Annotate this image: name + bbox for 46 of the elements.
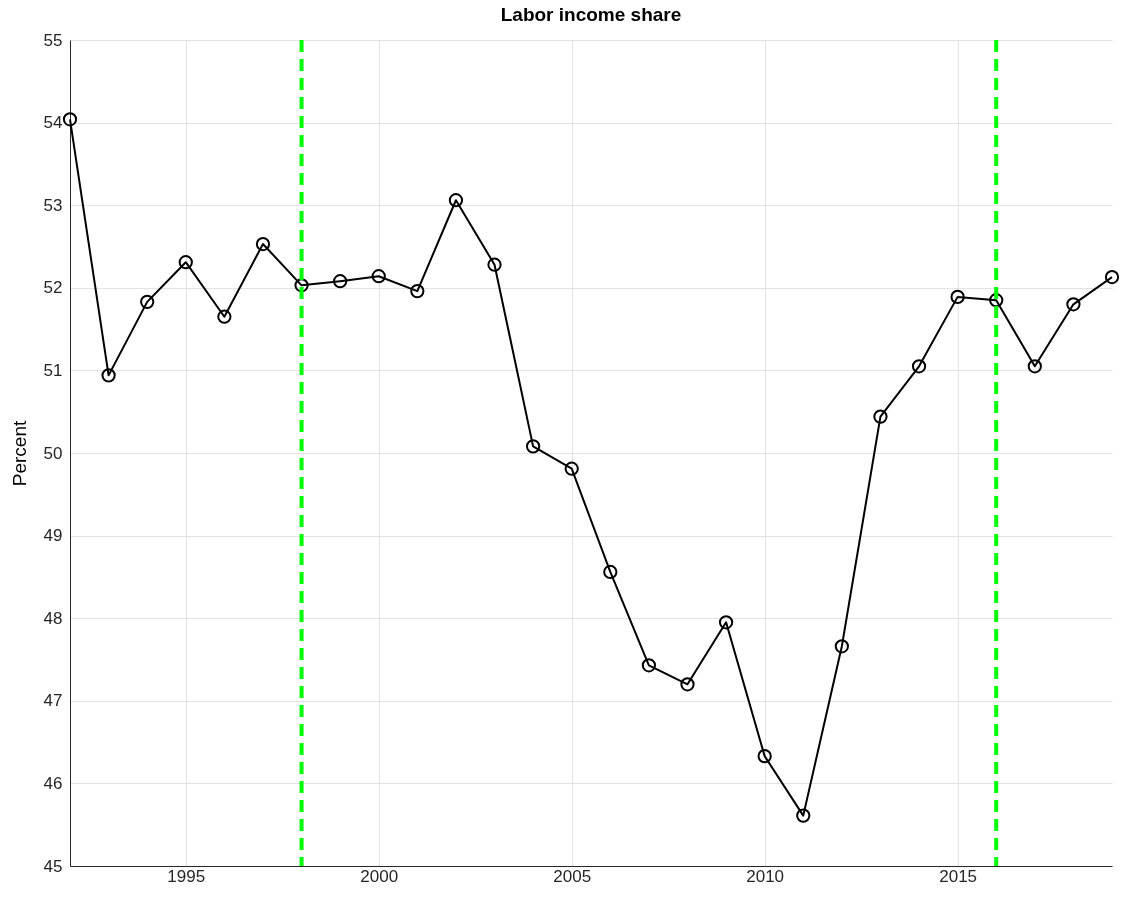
point <box>294 278 309 293</box>
point <box>718 615 734 630</box>
point <box>873 409 888 424</box>
point <box>641 658 657 673</box>
x-tick-label: 2015 <box>939 866 978 886</box>
point <box>62 112 78 127</box>
point <box>834 639 849 654</box>
y-tick-label: 45 <box>43 856 63 876</box>
point <box>1104 269 1120 285</box>
point <box>448 193 464 208</box>
point <box>603 564 618 580</box>
y-tick-label: 46 <box>43 773 63 793</box>
y-tick-label: 50 <box>43 443 63 463</box>
y-tick-label: 48 <box>43 608 63 628</box>
x-tick-label: 2005 <box>553 866 592 886</box>
point <box>487 257 502 272</box>
point <box>680 677 695 692</box>
point <box>757 749 772 764</box>
y-tick-label: 55 <box>43 30 63 50</box>
point <box>989 293 1004 308</box>
point <box>333 274 348 289</box>
y-tick-label: 53 <box>43 195 63 215</box>
chart-title: Labor income share <box>500 4 682 25</box>
point <box>911 359 927 374</box>
point <box>101 368 116 383</box>
point <box>525 439 541 454</box>
point <box>950 289 965 304</box>
y-axis-title: Percent <box>8 420 30 487</box>
y-tick-label: 52 <box>43 278 63 298</box>
x-tick-label: 2010 <box>746 866 785 886</box>
point <box>564 461 579 476</box>
point <box>371 269 386 284</box>
y-tick-label: 54 <box>43 113 63 133</box>
point <box>796 808 811 823</box>
point <box>217 309 232 324</box>
y-tick-label: 49 <box>43 526 63 546</box>
point <box>410 283 425 299</box>
point <box>1027 359 1042 374</box>
point <box>140 294 155 309</box>
point <box>178 255 193 270</box>
y-tick-label: 47 <box>43 691 63 711</box>
x-tick-label: 1995 <box>167 866 206 886</box>
point <box>255 236 271 252</box>
point <box>1066 297 1081 312</box>
x-tick-label: 2000 <box>360 866 399 886</box>
y-tick-label: 51 <box>43 360 63 380</box>
